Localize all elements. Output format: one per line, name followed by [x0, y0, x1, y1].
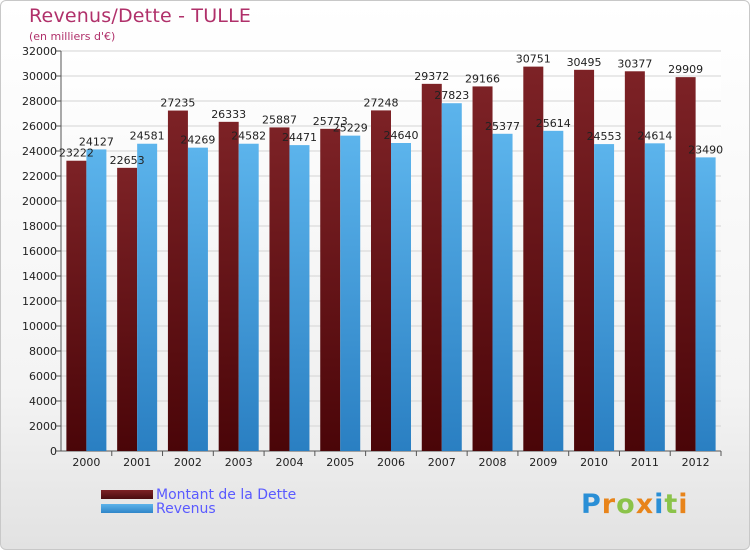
data-label-dette: 27248	[364, 96, 399, 109]
bar-revenus	[391, 143, 411, 451]
x-tick-label: 2002	[174, 456, 202, 469]
x-tick-label: 2008	[479, 456, 507, 469]
bar-revenus	[644, 143, 665, 451]
data-label-dette: 22653	[110, 154, 145, 167]
data-label-dette: 29909	[668, 63, 703, 76]
bar-revenus	[86, 149, 107, 451]
data-label-dette: 23222	[59, 147, 94, 160]
bar-revenus	[543, 130, 564, 451]
y-tick-label: 28000	[22, 95, 57, 108]
data-label-revenus: 24269	[180, 134, 215, 147]
data-label-dette: 27235	[160, 97, 195, 110]
y-tick-label: 4000	[29, 395, 57, 408]
data-label-revenus: 24127	[79, 135, 114, 148]
bar-revenus	[289, 145, 310, 452]
data-label-revenus: 25377	[485, 120, 520, 133]
data-label-revenus: 24581	[130, 130, 165, 143]
data-label-dette: 25773	[313, 115, 348, 128]
legend-label-revenus: Revenus	[156, 501, 216, 517]
data-label-revenus: 24471	[282, 131, 317, 144]
legend-label-dette: Montant de la Dette	[156, 487, 297, 503]
data-label-dette: 30377	[617, 57, 652, 70]
data-label-dette: 29166	[465, 72, 500, 85]
bar-revenus	[492, 133, 513, 451]
y-tick-label: 18000	[22, 220, 57, 233]
data-label-revenus: 24640	[384, 129, 419, 142]
logo-letter: o	[616, 489, 636, 520]
y-tick-label: 2000	[29, 420, 57, 433]
data-label-revenus: 24553	[587, 130, 622, 143]
x-tick-label: 2009	[529, 456, 557, 469]
x-tick-label: 2005	[326, 456, 354, 469]
bar-dette	[320, 128, 341, 451]
bar-revenus	[441, 103, 462, 452]
data-label-dette: 30495	[567, 56, 602, 69]
bar-dette	[371, 110, 391, 452]
y-tick-label: 10000	[22, 320, 57, 333]
data-label-revenus: 25229	[333, 122, 368, 135]
bar-chart: 0 2000 4000 6000 8000 10000 12000 14000 16000 180…	[22, 45, 723, 469]
bar-dette	[421, 83, 442, 451]
data-label-revenus: 24614	[637, 129, 672, 142]
data-label-dette: 26333	[211, 108, 246, 121]
data-label-dette: 29372	[414, 70, 449, 83]
x-tick-label: 2012	[682, 456, 710, 469]
chart-title: Revenus/Dette - TULLE	[29, 5, 252, 27]
x-tick-label: 2006	[377, 456, 405, 469]
y-tick-label: 16000	[22, 245, 57, 258]
bar-dette	[117, 167, 138, 451]
x-tick-label: 2000	[72, 456, 100, 469]
bar-dette	[269, 127, 290, 451]
y-tick-label: 12000	[22, 295, 57, 308]
data-label-revenus: 23490	[688, 143, 723, 156]
chart-subtitle: (en milliers d'€)	[29, 30, 116, 43]
data-label-revenus: 24582	[231, 130, 266, 143]
data-label-revenus: 25614	[536, 117, 571, 130]
logo-letter: i	[654, 489, 665, 520]
proxiti-logo: Proxiti	[581, 489, 689, 520]
data-label-dette: 25887	[262, 113, 297, 126]
logo-letter: P	[581, 489, 602, 520]
bar-revenus	[594, 144, 615, 451]
y-tick-label: 6000	[29, 370, 57, 383]
y-tick-label: 26000	[22, 120, 57, 133]
bar-revenus	[137, 143, 158, 452]
legend-swatch-dette	[101, 490, 153, 499]
bar-dette	[523, 66, 544, 452]
legend-swatch-revenus	[101, 504, 153, 513]
y-tick-label: 32000	[22, 45, 57, 58]
x-tick-label: 2007	[428, 456, 456, 469]
bar-dette	[167, 110, 188, 451]
x-tick-label: 2004	[275, 456, 303, 469]
data-label-revenus: 27823	[434, 89, 469, 102]
bar-dette	[624, 71, 645, 451]
bar-revenus	[187, 147, 208, 451]
x-tick-label: 2011	[631, 456, 659, 469]
y-tick-label: 8000	[29, 345, 57, 358]
logo-letter: x	[635, 489, 655, 520]
logo-letter: i	[678, 489, 689, 520]
x-tick-label: 2001	[123, 456, 151, 469]
bar-dette	[472, 86, 493, 452]
bar-revenus	[695, 157, 716, 451]
data-label-dette: 30751	[516, 53, 551, 66]
y-tick-label: 22000	[22, 170, 57, 183]
x-tick-label: 2003	[225, 456, 253, 469]
y-tick-label: 20000	[22, 195, 57, 208]
bar-revenus	[340, 135, 361, 451]
y-tick-label: 30000	[22, 70, 57, 83]
y-tick-label: 14000	[22, 270, 57, 283]
logo-letter: r	[601, 489, 617, 520]
y-tick-label: 24000	[22, 145, 57, 158]
bar-dette	[66, 160, 87, 451]
bar-dette	[675, 77, 696, 451]
bar-revenus	[238, 143, 259, 451]
bar-dette	[574, 69, 595, 451]
x-tick-label: 2010	[580, 456, 608, 469]
logo-letter: t	[664, 489, 679, 520]
y-tick-label: 0	[50, 445, 57, 458]
bar-dette	[218, 121, 239, 452]
